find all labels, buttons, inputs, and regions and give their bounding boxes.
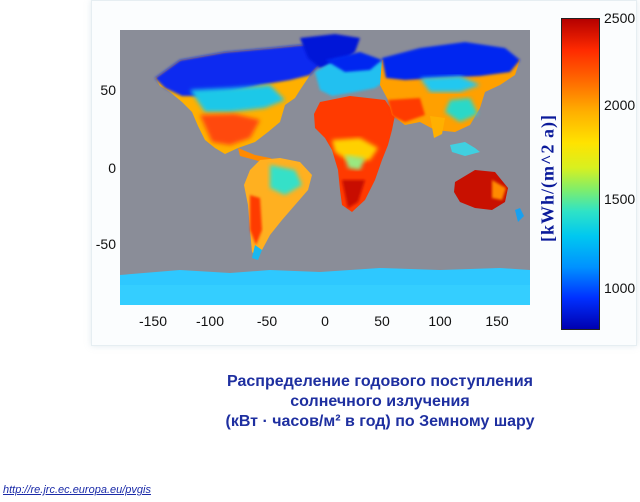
colorbar-tick: 2000 (604, 97, 636, 113)
x-tick: -50 (256, 313, 278, 329)
y-tick: -50 (95, 236, 116, 252)
australia (454, 170, 508, 210)
source-link[interactable]: http://re.jrc.ec.europa.eu/pvgis (3, 484, 151, 496)
colorbar-tick: 2500 (604, 10, 636, 26)
x-tick: 50 (374, 313, 390, 329)
caption-line-2: солнечного излучения (290, 393, 470, 410)
new-zealand (515, 208, 524, 222)
colorbar-tick: 1500 (604, 191, 636, 207)
x-tick: 0 (321, 313, 329, 329)
colorbar (561, 18, 600, 330)
africa (314, 96, 395, 212)
x-tick: 100 (428, 313, 452, 329)
colorbar-label: [kWh/(m^2 a)] (537, 114, 558, 242)
asia (380, 42, 520, 138)
europe (315, 52, 390, 96)
colorbar-tick: 1000 (604, 280, 636, 296)
world-solar-map (120, 30, 530, 305)
figure-caption: Распределение годового поступления солне… (180, 372, 580, 432)
x-tick: -100 (195, 313, 225, 329)
world-map-svg (120, 30, 530, 305)
caption-line-1: Распределение годового поступления (227, 373, 533, 390)
y-tick: 50 (100, 82, 116, 98)
south-america (244, 158, 312, 260)
x-tick: 150 (485, 313, 509, 329)
x-tick: -150 (138, 313, 168, 329)
indonesia (450, 142, 480, 156)
caption-line-3: (кВт · часов/м² в год) по Земному шару (225, 413, 535, 430)
y-tick: 0 (108, 160, 116, 176)
